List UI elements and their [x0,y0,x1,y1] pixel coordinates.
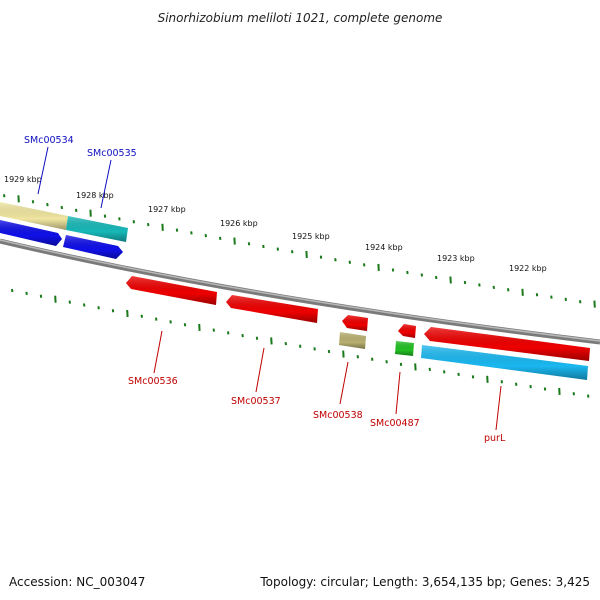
leader-smc00536 [153,330,163,374]
scale-label-1926: 1926 kbp [220,219,258,228]
map-title: Sinorhizobium meliloti 1021, complete ge… [158,11,443,25]
gene-sky-reverse[interactable] [421,345,588,380]
gene-pale-forward-1[interactable] [0,202,68,230]
scale-label-1929: 1929 kbp [4,175,42,184]
genome-backbone-highlight [0,239,600,342]
label-leaders [37,146,502,431]
label-smc00538[interactable]: SMc00538 [313,410,363,421]
label-purl[interactable]: purL [484,433,506,444]
leader-smc00487 [395,371,401,415]
gene-khaki-reverse[interactable] [339,332,366,349]
leader-smc00538 [339,361,349,405]
accession-text: Accession: NC_003047 [9,575,145,589]
inner-tick-row [11,288,590,398]
scale-label-1924: 1924 kbp [365,243,403,252]
gene-green-reverse[interactable] [395,341,414,356]
reverse-strand-genes [126,276,590,380]
label-smc00536[interactable]: SMc00536 [128,376,178,387]
gene-blue-forward-1[interactable] [0,220,62,246]
scale-labels: 1929 kbp 1928 kbp 1927 kbp 1926 kbp 1925… [4,175,547,273]
scale-label-1922: 1922 kbp [509,264,547,273]
genome-backbone [0,238,600,345]
leader-smc00537 [255,347,265,393]
gene-red-reverse-1[interactable] [126,276,217,305]
leader-purl [495,385,502,431]
leader-smc00535 [100,159,112,209]
gene-red-reverse-5[interactable] [424,327,590,361]
scale-label-1925: 1925 kbp [292,232,330,241]
gene-cyan-forward[interactable] [66,216,128,242]
leader-smc00534 [37,146,49,195]
label-smc00534[interactable]: SMc00534 [24,135,74,146]
label-smc00487[interactable]: SMc00487 [370,418,420,429]
scale-label-1927: 1927 kbp [148,205,186,214]
gene-blue-forward-2[interactable] [63,235,123,259]
scale-label-1928: 1928 kbp [76,191,114,200]
gene-labels: SMc00534 SMc00535 SMc00536 SMc00537 SMc0… [24,135,506,444]
gene-red-reverse-2[interactable] [226,295,318,323]
gene-red-reverse-4[interactable] [398,324,416,338]
scale-label-1923: 1923 kbp [437,254,475,263]
outer-tick-row [3,194,596,308]
genome-summary-text: Topology: circular; Length: 3,654,135 bp… [259,575,590,589]
label-smc00535[interactable]: SMc00535 [87,148,137,159]
label-smc00537[interactable]: SMc00537 [231,396,281,407]
forward-strand-genes [0,202,128,259]
gene-red-reverse-3[interactable] [342,315,368,331]
